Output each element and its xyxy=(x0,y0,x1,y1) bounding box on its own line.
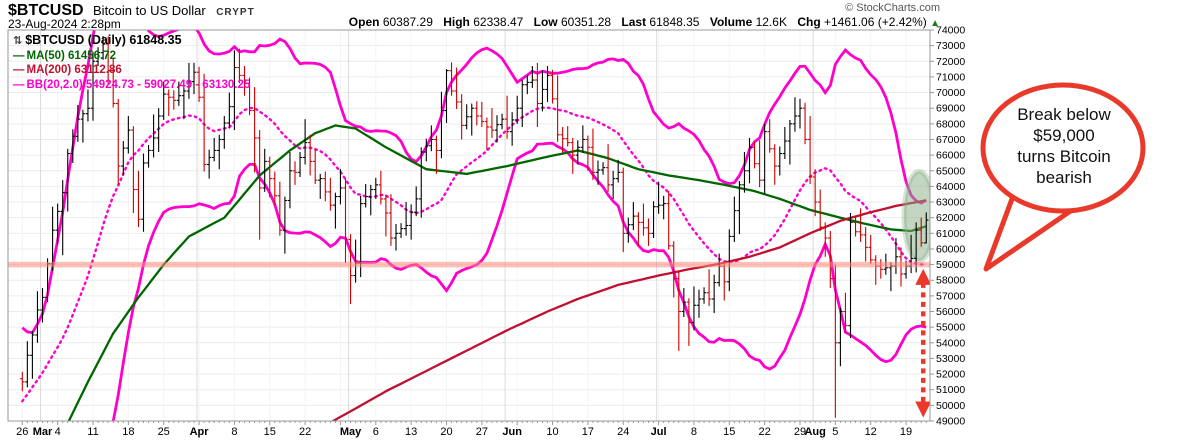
updown-arrows-icon: ⇅ xyxy=(13,35,23,47)
last-label: Last xyxy=(621,15,647,29)
chart-title: $BTCUSD Bitcoin to US Dollar CRYPT xyxy=(8,2,255,20)
callout-annotation-text: Break below $59,000 turns Bitcoin bearis… xyxy=(1017,105,1111,187)
svg-text:Mar: Mar xyxy=(33,426,53,438)
legend-ma50-text: MA(50) 61456.72 xyxy=(26,49,117,62)
open-label: Open xyxy=(348,15,380,29)
svg-text:Apr: Apr xyxy=(190,426,210,438)
legend-symbol-text: $BTCUSD (Daily) 61848.35 xyxy=(25,33,182,47)
chg-label: Chg xyxy=(797,15,821,29)
svg-text:Jun: Jun xyxy=(502,426,522,438)
svg-text:4: 4 xyxy=(55,426,61,438)
svg-text:63000: 63000 xyxy=(936,197,965,209)
symbol-name: Bitcoin to US Dollar xyxy=(93,3,206,18)
svg-text:12: 12 xyxy=(865,426,877,438)
legend-ma200-row: — MA(200) 63112.86 xyxy=(13,63,250,78)
low-value: 60351.28 xyxy=(560,15,612,29)
svg-text:50000: 50000 xyxy=(936,400,965,412)
ma200-line xyxy=(330,199,927,421)
arrow-head-down xyxy=(915,401,930,418)
arrow-head-up xyxy=(915,268,930,285)
svg-text:Aug: Aug xyxy=(804,426,825,438)
open-value: 60387.29 xyxy=(382,15,433,29)
ma50-line xyxy=(67,124,927,421)
svg-text:61000: 61000 xyxy=(936,228,965,240)
svg-text:66000: 66000 xyxy=(936,150,965,162)
svg-text:64000: 64000 xyxy=(936,181,965,193)
ma200-swatch: — xyxy=(13,64,25,76)
chart-legend: ⇅ $BTCUSD (Daily) 61848.35 — MA(50) 61456.… xyxy=(13,33,250,92)
svg-text:51000: 51000 xyxy=(936,384,965,396)
legend-ma200-text: MA(200) 63112.86 xyxy=(26,64,122,76)
callout-bubble xyxy=(980,82,1146,214)
svg-text:60000: 60000 xyxy=(936,243,965,255)
legend-ma50-row: — MA(50) 61456.72 xyxy=(13,49,250,64)
stockcharts-credit: © StockCharts.com xyxy=(845,2,940,14)
svg-text:72000: 72000 xyxy=(936,56,965,68)
legend-symbol-row: ⇅ $BTCUSD (Daily) 61848.35 xyxy=(13,33,250,49)
low-label: Low xyxy=(533,15,558,29)
bb-lower-band-line xyxy=(111,141,927,421)
svg-text:5: 5 xyxy=(832,426,838,438)
svg-text:27: 27 xyxy=(476,426,488,438)
svg-text:25: 25 xyxy=(158,426,170,438)
high-value: 62338.47 xyxy=(473,15,524,29)
symbol-label: $BTCUSD xyxy=(8,2,84,19)
svg-text:15: 15 xyxy=(264,426,276,438)
legend-bb-row: — BB(20,2.0) 54924.73 - 59027.49 - 63130.… xyxy=(13,78,250,93)
bb-swatch: — xyxy=(13,78,25,91)
svg-text:8: 8 xyxy=(231,426,237,438)
svg-text:54000: 54000 xyxy=(936,337,965,349)
svg-text:68000: 68000 xyxy=(936,118,965,130)
svg-text:53000: 53000 xyxy=(936,353,965,365)
svg-text:57000: 57000 xyxy=(936,290,965,302)
legend-bb-text: BB(20,2.0) 54924.73 - 59027.49 - 63130.2… xyxy=(26,78,251,91)
svg-text:69000: 69000 xyxy=(936,103,965,115)
svg-text:11: 11 xyxy=(87,426,98,438)
svg-text:19: 19 xyxy=(900,426,912,438)
svg-text:Jul: Jul xyxy=(651,426,667,438)
svg-text:26: 26 xyxy=(16,426,28,438)
svg-text:71000: 71000 xyxy=(936,71,965,83)
svg-text:62000: 62000 xyxy=(936,212,965,224)
svg-text:May: May xyxy=(340,426,362,438)
svg-text:29: 29 xyxy=(794,426,806,438)
svg-text:22: 22 xyxy=(759,426,771,438)
svg-text:17: 17 xyxy=(582,426,594,438)
svg-text:24: 24 xyxy=(617,426,629,438)
chg-value: +1461.06 (+2.42%) xyxy=(824,15,927,29)
svg-text:58000: 58000 xyxy=(936,275,965,287)
svg-text:73000: 73000 xyxy=(936,40,965,52)
svg-text:65000: 65000 xyxy=(936,165,965,177)
bb-middle-band-line xyxy=(21,106,928,403)
svg-text:20: 20 xyxy=(440,426,452,438)
change-up-triangle-icon: ▲ xyxy=(930,18,940,29)
volume-value: 12.6K xyxy=(755,15,787,29)
svg-text:15: 15 xyxy=(723,426,735,438)
chart-datetime: 23-Aug-2024 2:28pm xyxy=(8,17,121,31)
last-value: 61848.35 xyxy=(649,15,700,29)
svg-text:52000: 52000 xyxy=(936,369,965,381)
svg-text:56000: 56000 xyxy=(936,306,965,318)
svg-text:74000: 74000 xyxy=(936,25,965,37)
svg-text:18: 18 xyxy=(122,426,134,438)
svg-text:22: 22 xyxy=(299,426,311,438)
svg-text:70000: 70000 xyxy=(936,87,965,99)
exchange-tag: CRYPT xyxy=(216,7,255,18)
svg-text:10: 10 xyxy=(546,426,558,438)
ma50-swatch: — xyxy=(13,49,25,62)
svg-text:6: 6 xyxy=(373,426,379,438)
volume-label: Volume xyxy=(709,15,753,29)
svg-text:59000: 59000 xyxy=(936,259,965,271)
svg-text:13: 13 xyxy=(405,426,417,438)
svg-text:55000: 55000 xyxy=(936,322,965,334)
svg-text:8: 8 xyxy=(691,426,697,438)
ohlc-quote-bar: Open 60387.29 High 62338.47 Low 60351.28… xyxy=(342,15,940,29)
bb-upper-band-line xyxy=(21,30,927,335)
svg-text:49000: 49000 xyxy=(936,416,965,428)
svg-text:67000: 67000 xyxy=(936,134,965,146)
highlight-ellipse xyxy=(901,169,930,264)
high-label: High xyxy=(443,15,470,29)
